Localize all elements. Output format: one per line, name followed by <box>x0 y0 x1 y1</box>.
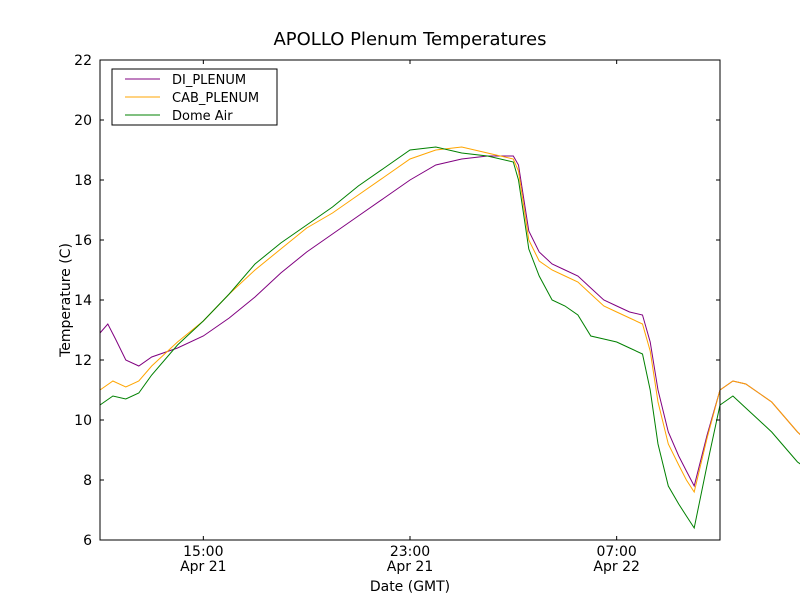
y-tick-label: 20 <box>74 113 92 129</box>
x-tick-date-label: Apr 21 <box>387 559 433 575</box>
plot-lines <box>99 146 800 530</box>
y-tick-label: 16 <box>74 233 92 249</box>
legend-label: Dome Air <box>172 109 233 124</box>
series-line-2 <box>99 146 800 530</box>
series-line-1 <box>99 146 800 494</box>
y-tick-label: 12 <box>74 353 92 369</box>
x-tick-time-label: 15:00 <box>183 544 223 560</box>
y-tick-label: 22 <box>74 53 92 69</box>
x-tick-time-label: 07:00 <box>596 544 636 560</box>
x-tick-date-label: Apr 22 <box>593 559 639 575</box>
y-axis-label: Temperature (C) <box>58 243 74 358</box>
x-tick-date-label: Apr 21 <box>180 559 226 575</box>
y-tick-label: 6 <box>83 533 92 549</box>
legend-label: DI_PLENUM <box>172 73 246 88</box>
y-tick-label: 18 <box>74 173 92 189</box>
x-tick-time-label: 23:00 <box>390 544 430 560</box>
x-axis-label: Date (GMT) <box>370 579 450 595</box>
legend: DI_PLENUM CAB_PLENUM Dome Air <box>111 68 278 126</box>
y-tick-label: 10 <box>74 413 92 429</box>
plot-frame <box>99 59 721 541</box>
y-tick-label: 14 <box>74 293 92 309</box>
chart-title: APOLLO Plenum Temperatures <box>273 29 546 50</box>
legend-label: CAB_PLENUM <box>172 91 259 106</box>
series-line-0 <box>99 155 800 488</box>
y-tick-label: 8 <box>83 473 92 489</box>
